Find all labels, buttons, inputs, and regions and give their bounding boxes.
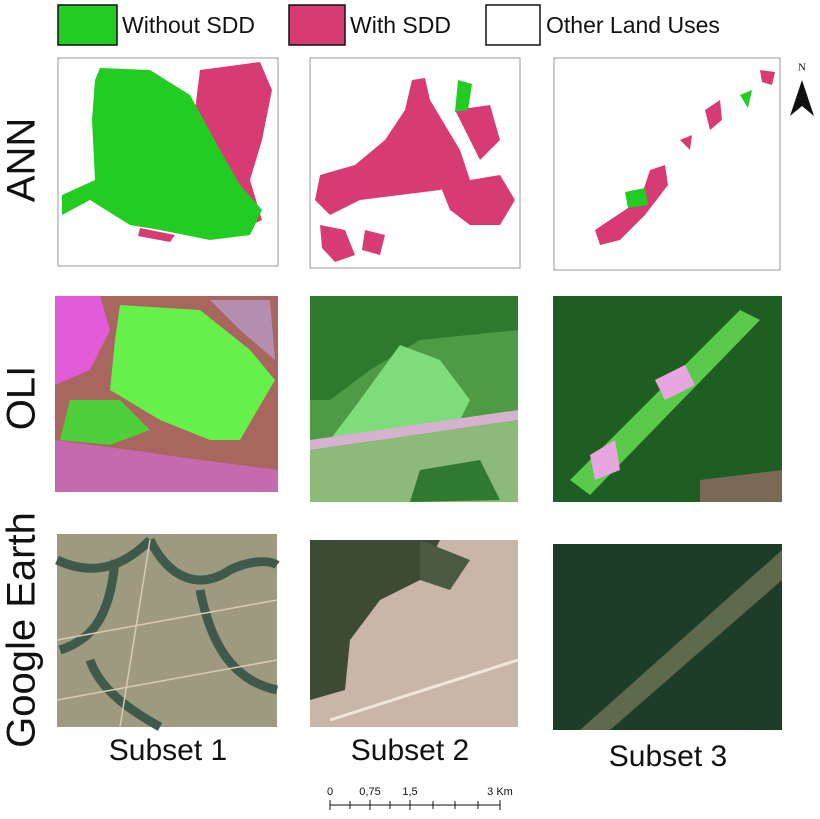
scale-bar xyxy=(330,800,500,810)
oli-panel xyxy=(553,296,782,502)
column-label: Subset 3 xyxy=(609,740,727,773)
north-label: N xyxy=(798,62,806,74)
oli-panel xyxy=(55,296,278,492)
ge-panel xyxy=(310,540,518,727)
legend-label: Without SDD xyxy=(122,12,255,38)
ann-panel xyxy=(554,58,780,270)
ge-panel xyxy=(57,534,277,727)
ann-panel xyxy=(310,58,520,268)
column-label: Subset 1 xyxy=(109,734,227,767)
legend-label: With SDD xyxy=(350,12,451,38)
ann-panel xyxy=(58,58,278,266)
column-label: Subset 2 xyxy=(351,734,469,767)
legend-swatch xyxy=(58,5,117,45)
oli-panel xyxy=(310,296,518,502)
scale-label: 0 xyxy=(327,786,333,798)
legend-label: Other Land Uses xyxy=(546,12,720,38)
row-label: ANN xyxy=(0,118,44,202)
legend-swatch xyxy=(486,5,540,45)
row-label: Google Earth xyxy=(0,512,44,748)
legend: Without SDD With SDD Other Land Uses xyxy=(58,5,720,45)
scale-label: 1,5 xyxy=(402,786,417,798)
north-arrow xyxy=(790,80,814,116)
scale-label: 0,75 xyxy=(359,786,380,798)
ge-panel xyxy=(553,544,782,730)
scale-label: 3 Km xyxy=(487,786,513,798)
figure: Without SDD With SDD Other Land Uses ANN… xyxy=(0,0,820,819)
row-label: OLI xyxy=(0,366,44,430)
legend-swatch xyxy=(289,5,345,45)
